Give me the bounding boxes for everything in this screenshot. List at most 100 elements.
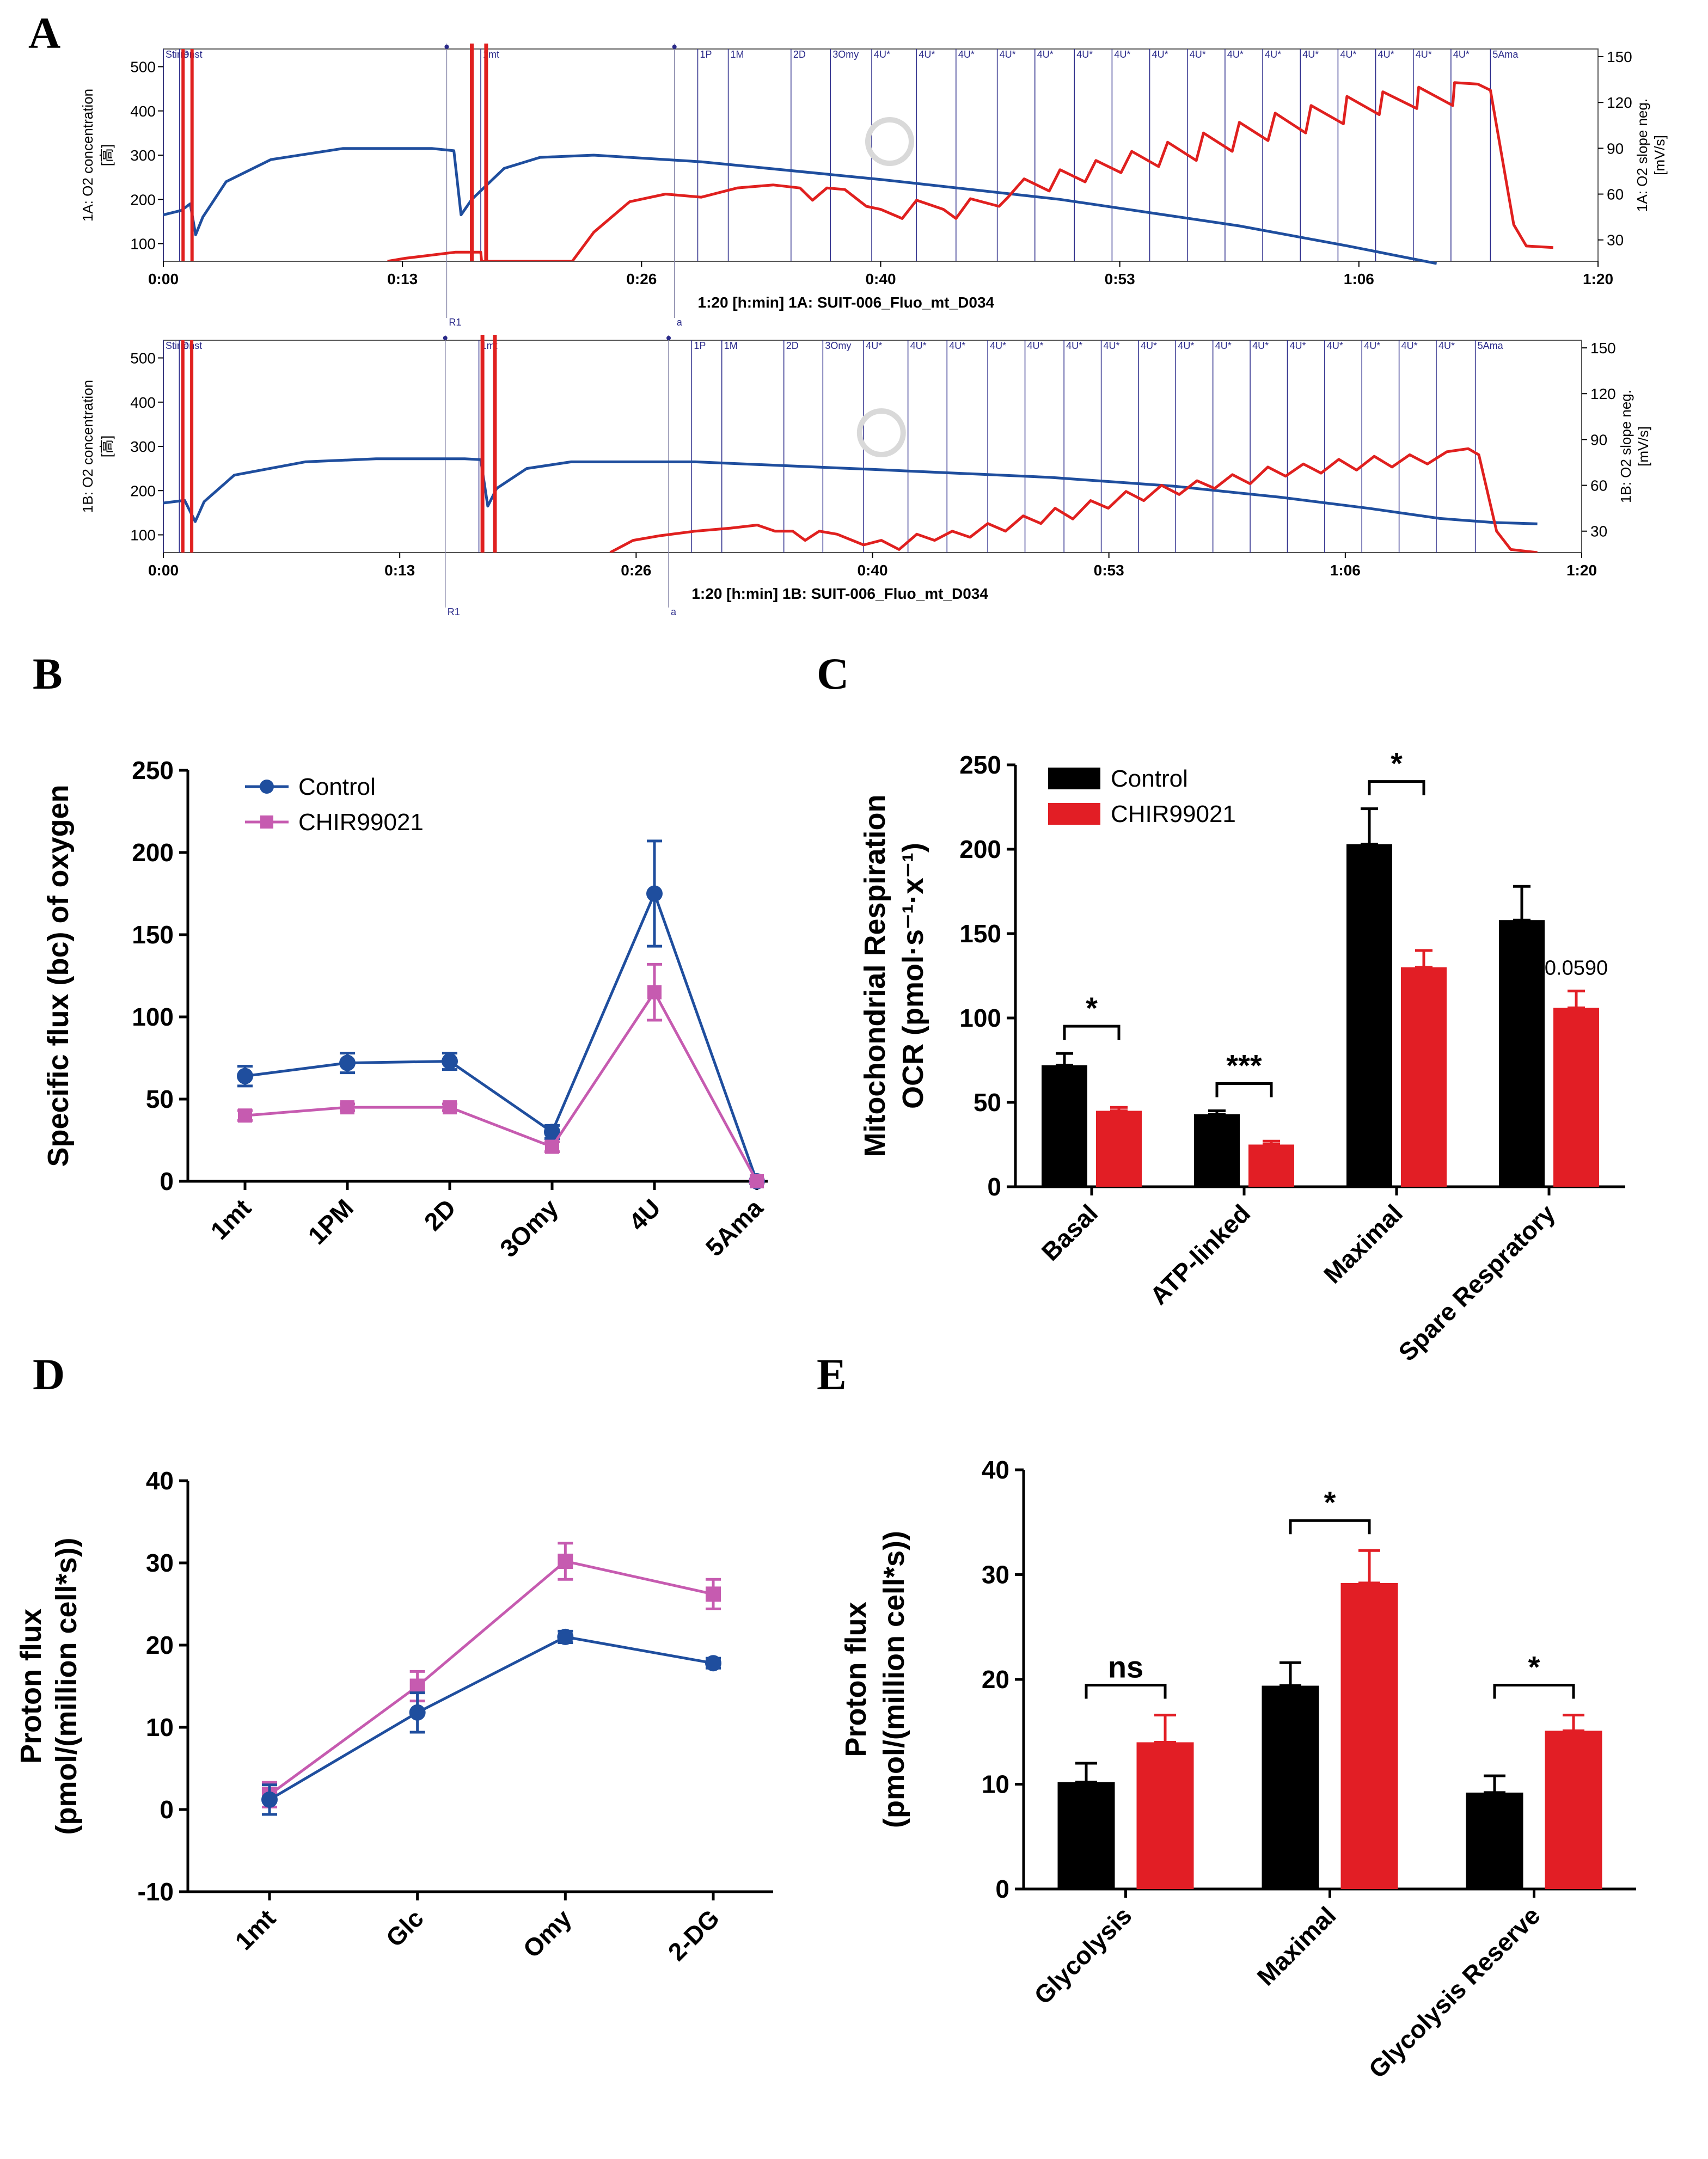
event-marker-label: a	[671, 606, 677, 617]
legend-label: Control	[1111, 765, 1188, 792]
y-tick-label: 30	[1590, 523, 1607, 540]
y-tick-label: 200	[132, 838, 174, 867]
y-tick-label: 400	[130, 394, 156, 411]
x-tick-label: Basal	[1036, 1199, 1104, 1266]
y-tick-label: 150	[1590, 340, 1616, 357]
event-marker-label: 4U*	[1114, 49, 1130, 60]
bar-control	[1499, 920, 1545, 1187]
x-tick-label: Maximal	[1318, 1199, 1408, 1289]
event-marker-dot	[444, 45, 449, 49]
y-tick-label: 200	[130, 482, 156, 499]
x-tick-label: 1:06	[1344, 271, 1374, 287]
event-marker-label: 1M	[724, 340, 738, 351]
event-marker-label: 4U*	[1289, 340, 1306, 351]
y-tick-label: 20	[982, 1665, 1009, 1694]
data-point	[339, 1054, 356, 1071]
series-line-chir99021	[244, 989, 758, 1182]
y-tick-label: 250	[132, 756, 174, 784]
event-marker-label: 4U*	[1190, 49, 1206, 60]
x-tick-label: Omy	[517, 1904, 577, 1963]
x-tick-label: 2D	[419, 1193, 461, 1236]
event-marker-label: 4U*	[1076, 49, 1093, 60]
plot-frame	[163, 48, 1599, 262]
significance-label: *	[1528, 1649, 1540, 1684]
event-marker-label: 4U*	[1265, 49, 1281, 60]
significance-bracket	[1368, 780, 1425, 795]
y-axis-title: OCR (pmol·s⁻¹·x⁻¹)	[897, 843, 929, 1109]
y-tick-label: 50	[974, 1088, 1001, 1117]
x-tick-label: 0:00	[148, 562, 179, 579]
y-tick-label: 90	[1590, 431, 1607, 448]
x-tick-label: 0:13	[387, 271, 418, 287]
data-point	[647, 985, 662, 999]
series-line-control	[244, 890, 758, 1182]
y-axis-unit-right: [mV/s]	[1635, 426, 1651, 467]
bar-chir99021	[1545, 1731, 1602, 1889]
y-tick-label: 10	[982, 1770, 1009, 1799]
p-value-annotation: 0.0590	[1545, 956, 1608, 979]
event-marker-label: 1P	[694, 340, 706, 351]
x-tick-label: 1:20	[1566, 562, 1597, 579]
event-marker-label: 4U*	[1327, 340, 1343, 351]
o2-concentration-trace	[163, 457, 1538, 525]
event-marker-label: 4U*	[910, 340, 927, 351]
event-marker-label: 4U*	[866, 340, 882, 351]
y-tick-label: 150	[959, 919, 1001, 948]
event-marker-label: 4U*	[1152, 49, 1168, 60]
y-tick-label: 150	[132, 921, 174, 949]
event-marker-label: 4U*	[1340, 49, 1356, 60]
y-tick-label: 100	[132, 1003, 174, 1031]
o2-slope-trace	[387, 81, 1553, 261]
y-tick-label: 500	[130, 59, 156, 76]
event-marker-label: 4U*	[1252, 340, 1269, 351]
data-point	[750, 1174, 764, 1188]
significance-label: *	[1391, 746, 1403, 781]
y-tick-label: 30	[1607, 232, 1624, 249]
y-tick-label: 40	[982, 1456, 1009, 1484]
panel-label-c: C	[817, 649, 849, 698]
event-marker-label: 4U*	[1000, 49, 1016, 60]
y-tick-label: 60	[1607, 186, 1624, 203]
x-tick-label: 2-DG	[663, 1904, 725, 1966]
significance-bracket	[1215, 1082, 1273, 1097]
data-point	[442, 1053, 458, 1070]
x-tick-label: 0:00	[148, 271, 179, 287]
o2-concentration-trace	[163, 147, 1437, 265]
significance-label: ns	[1108, 1649, 1143, 1684]
event-marker-label: 3Omy	[825, 340, 851, 351]
significance-bracket	[1289, 1519, 1371, 1535]
y-tick-label: 150	[1607, 48, 1632, 65]
x-tick-label: 0:40	[865, 271, 896, 287]
x-tick-label: 3Omy	[494, 1193, 564, 1262]
y-axis-title: (pmol/(million cell*s))	[878, 1531, 910, 1828]
panel-label-d: D	[33, 1350, 65, 1399]
data-point	[558, 1553, 573, 1569]
y-axis-unit-left: [高]	[99, 144, 115, 166]
event-marker-label: 4U*	[919, 49, 935, 60]
bar-chir99021	[1096, 1111, 1142, 1187]
event-marker-label: 4U*	[1104, 340, 1120, 351]
data-point	[705, 1655, 721, 1672]
y-axis-unit-left: [高]	[99, 436, 115, 457]
event-marker-dot	[672, 45, 677, 49]
legend-label: CHIR99021	[1111, 801, 1236, 827]
watermark-logo	[856, 408, 906, 457]
panel-label-b: B	[33, 649, 63, 698]
y-tick-label: 40	[146, 1467, 174, 1495]
x-tick-label: Glycolysis Reserve	[1363, 1901, 1545, 2083]
y-axis-title: Proton flux	[840, 1602, 872, 1757]
x-tick-label: Glc	[381, 1904, 429, 1952]
significance-label: *	[1086, 991, 1098, 1025]
bar-control	[1057, 1782, 1115, 1889]
significance-bracket	[1085, 1683, 1167, 1699]
x-tick-label: Glycolysis	[1029, 1901, 1137, 2010]
event-marker-label: 4U*	[1438, 340, 1455, 351]
oxygraph-subplot-1b: StirreOnst1mt1P1M2D3Omy4U*4U*4U*4U*4U*4U…	[79, 335, 1651, 617]
x-tick-label: 0:26	[621, 562, 651, 579]
event-marker-label: 4U*	[1066, 340, 1082, 351]
panel-c-mitochondrial-ocr-chart: 0 50 100 150 200 250 Basal ATP-linked MaximalSpa…	[859, 746, 1625, 1366]
y-tick-label: -10	[138, 1878, 174, 1906]
event-marker-label: 4U*	[1141, 340, 1157, 351]
event-marker-label: 2D	[786, 340, 799, 351]
data-point	[409, 1704, 426, 1721]
